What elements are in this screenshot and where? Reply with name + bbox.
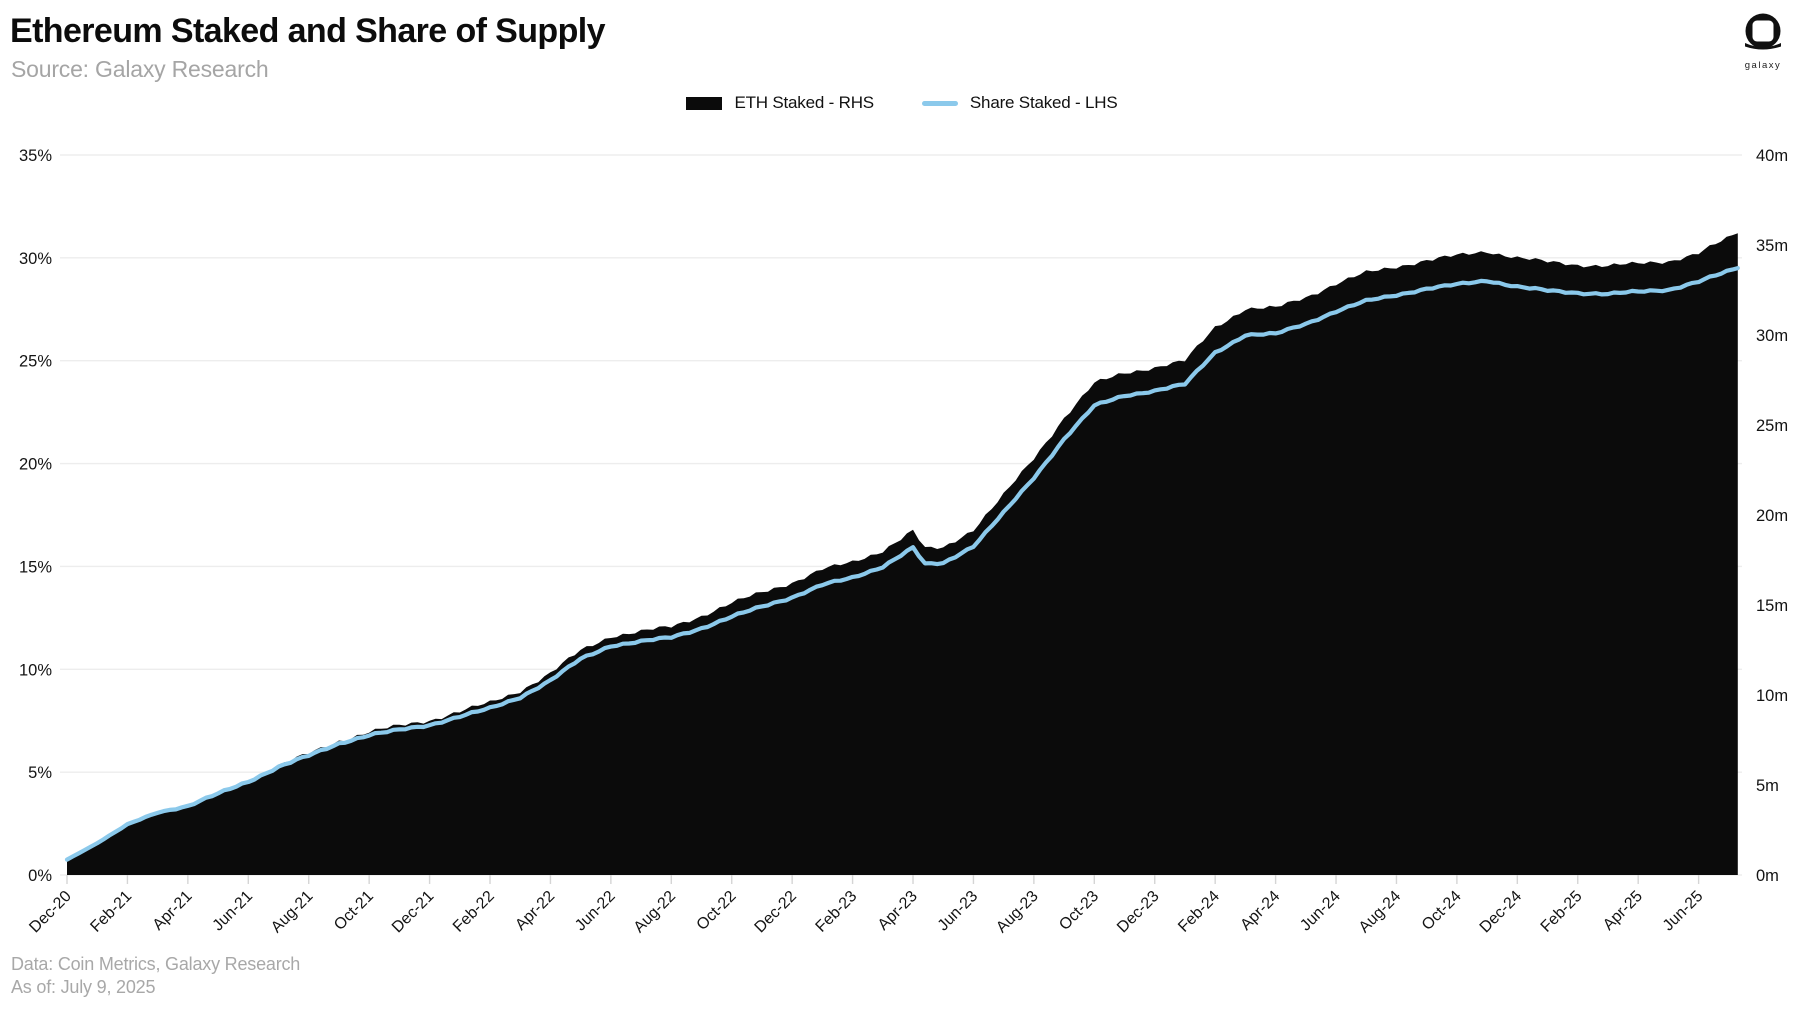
svg-text:30m: 30m [1756, 327, 1788, 345]
area-swatch-icon [686, 96, 723, 110]
svg-text:Feb-23: Feb-23 [813, 888, 861, 936]
svg-text:0m: 0m [1756, 867, 1779, 885]
legend-item-eth-staked: ETH Staked - RHS [686, 93, 874, 113]
svg-text:Aug-23: Aug-23 [993, 888, 1042, 937]
chart-source: Source: Galaxy Research [11, 56, 269, 82]
svg-text:Feb-21: Feb-21 [87, 888, 135, 936]
svg-text:Oct-24: Oct-24 [1419, 888, 1465, 934]
svg-text:Jun-21: Jun-21 [210, 888, 257, 935]
svg-text:Apr-22: Apr-22 [512, 888, 558, 934]
svg-text:0%: 0% [28, 867, 52, 885]
svg-text:Aug-21: Aug-21 [268, 888, 317, 937]
galaxy-logo: galaxy [1734, 12, 1792, 71]
svg-text:15m: 15m [1756, 597, 1788, 615]
svg-text:Oct-22: Oct-22 [694, 888, 740, 934]
svg-text:25%: 25% [19, 353, 52, 371]
legend-label: Share Staked - LHS [969, 93, 1118, 112]
svg-text:10%: 10% [19, 661, 52, 679]
svg-text:5%: 5% [28, 764, 52, 782]
svg-text:Jun-24: Jun-24 [1297, 888, 1344, 935]
svg-text:Dec-24: Dec-24 [1477, 888, 1526, 937]
svg-text:Dec-21: Dec-21 [389, 888, 438, 937]
legend-label: ETH Staked - RHS [734, 93, 874, 112]
chart-legend: ETH Staked - RHS Share Staked - LHS [67, 93, 1737, 113]
galaxy-logo-text: galaxy [1744, 60, 1782, 71]
svg-text:25m: 25m [1756, 417, 1788, 435]
svg-text:20%: 20% [19, 456, 52, 474]
svg-text:Dec-22: Dec-22 [751, 888, 800, 937]
svg-text:35%: 35% [19, 147, 52, 165]
svg-text:Apr-23: Apr-23 [875, 888, 921, 934]
svg-text:5m: 5m [1756, 777, 1779, 795]
line-swatch-icon [921, 100, 958, 106]
svg-text:40m: 40m [1756, 147, 1788, 165]
svg-text:10m: 10m [1756, 687, 1788, 705]
svg-text:30%: 30% [19, 250, 52, 268]
svg-text:Oct-21: Oct-21 [331, 888, 377, 934]
page-title: Ethereum Staked and Share of Supply [10, 12, 606, 50]
svg-text:15%: 15% [19, 558, 52, 576]
legend-item-share-staked: Share Staked - LHS [921, 93, 1118, 113]
svg-text:Apr-25: Apr-25 [1600, 888, 1646, 934]
svg-text:Dec-23: Dec-23 [1114, 888, 1163, 937]
svg-text:Feb-22: Feb-22 [450, 888, 498, 936]
svg-text:Apr-24: Apr-24 [1237, 888, 1283, 934]
svg-text:Feb-25: Feb-25 [1538, 888, 1586, 936]
galaxy-helmet-icon [1745, 13, 1781, 50]
svg-text:Aug-24: Aug-24 [1356, 888, 1405, 937]
svg-text:Oct-23: Oct-23 [1056, 888, 1102, 934]
svg-text:Jun-23: Jun-23 [935, 888, 982, 935]
footer-data-source: Data: Coin Metrics, Galaxy Research [11, 954, 301, 974]
svg-text:35m: 35m [1756, 237, 1788, 255]
svg-text:Jun-25: Jun-25 [1660, 888, 1707, 935]
svg-text:Dec-20: Dec-20 [26, 888, 75, 937]
footer-as-of: As of: July 9, 2025 [11, 977, 156, 997]
svg-text:Jun-22: Jun-22 [572, 888, 619, 935]
svg-text:Feb-24: Feb-24 [1175, 888, 1223, 936]
svg-text:Apr-21: Apr-21 [150, 888, 196, 934]
svg-text:20m: 20m [1756, 507, 1788, 525]
svg-text:Aug-22: Aug-22 [631, 888, 680, 937]
